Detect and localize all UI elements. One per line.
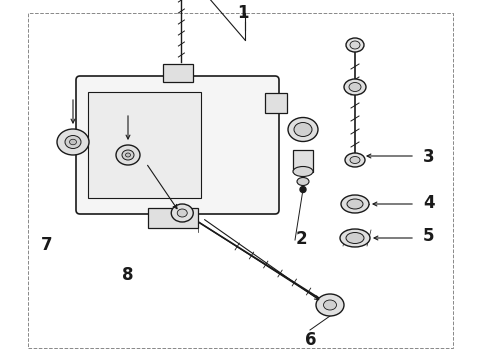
Bar (265, 93, 287, 112)
Ellipse shape (323, 300, 337, 310)
Ellipse shape (350, 41, 360, 49)
Ellipse shape (340, 229, 370, 247)
Text: 2: 2 (295, 230, 307, 248)
Bar (293, 149, 313, 171)
Ellipse shape (345, 153, 365, 167)
Ellipse shape (350, 157, 360, 163)
Ellipse shape (70, 139, 76, 145)
Ellipse shape (116, 145, 140, 165)
Bar (88, 92, 201, 198)
Circle shape (300, 186, 306, 193)
Text: 7: 7 (41, 236, 52, 254)
FancyBboxPatch shape (76, 76, 279, 214)
Ellipse shape (57, 129, 89, 155)
Ellipse shape (316, 294, 344, 316)
Ellipse shape (346, 233, 364, 243)
Ellipse shape (344, 79, 366, 95)
Ellipse shape (288, 117, 318, 141)
Ellipse shape (122, 150, 134, 160)
Text: 1: 1 (237, 4, 248, 22)
Text: 8: 8 (122, 266, 133, 284)
Bar (148, 208, 198, 228)
Bar (28, 13, 453, 348)
Text: 6: 6 (305, 331, 317, 349)
Text: 5: 5 (423, 227, 435, 245)
Ellipse shape (65, 135, 81, 149)
Text: 3: 3 (423, 148, 435, 166)
Bar (163, 64, 193, 82)
Ellipse shape (294, 122, 312, 136)
Ellipse shape (297, 177, 309, 185)
Ellipse shape (293, 166, 313, 176)
Ellipse shape (346, 38, 364, 52)
Ellipse shape (177, 209, 187, 217)
Ellipse shape (125, 153, 130, 157)
Text: 4: 4 (423, 194, 435, 212)
Ellipse shape (349, 82, 361, 91)
Ellipse shape (341, 195, 369, 213)
Ellipse shape (171, 204, 193, 222)
Ellipse shape (347, 199, 363, 209)
